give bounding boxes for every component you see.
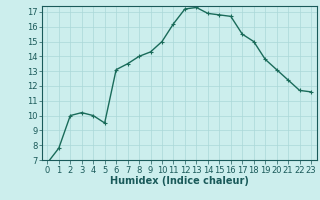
X-axis label: Humidex (Indice chaleur): Humidex (Indice chaleur) bbox=[110, 176, 249, 186]
